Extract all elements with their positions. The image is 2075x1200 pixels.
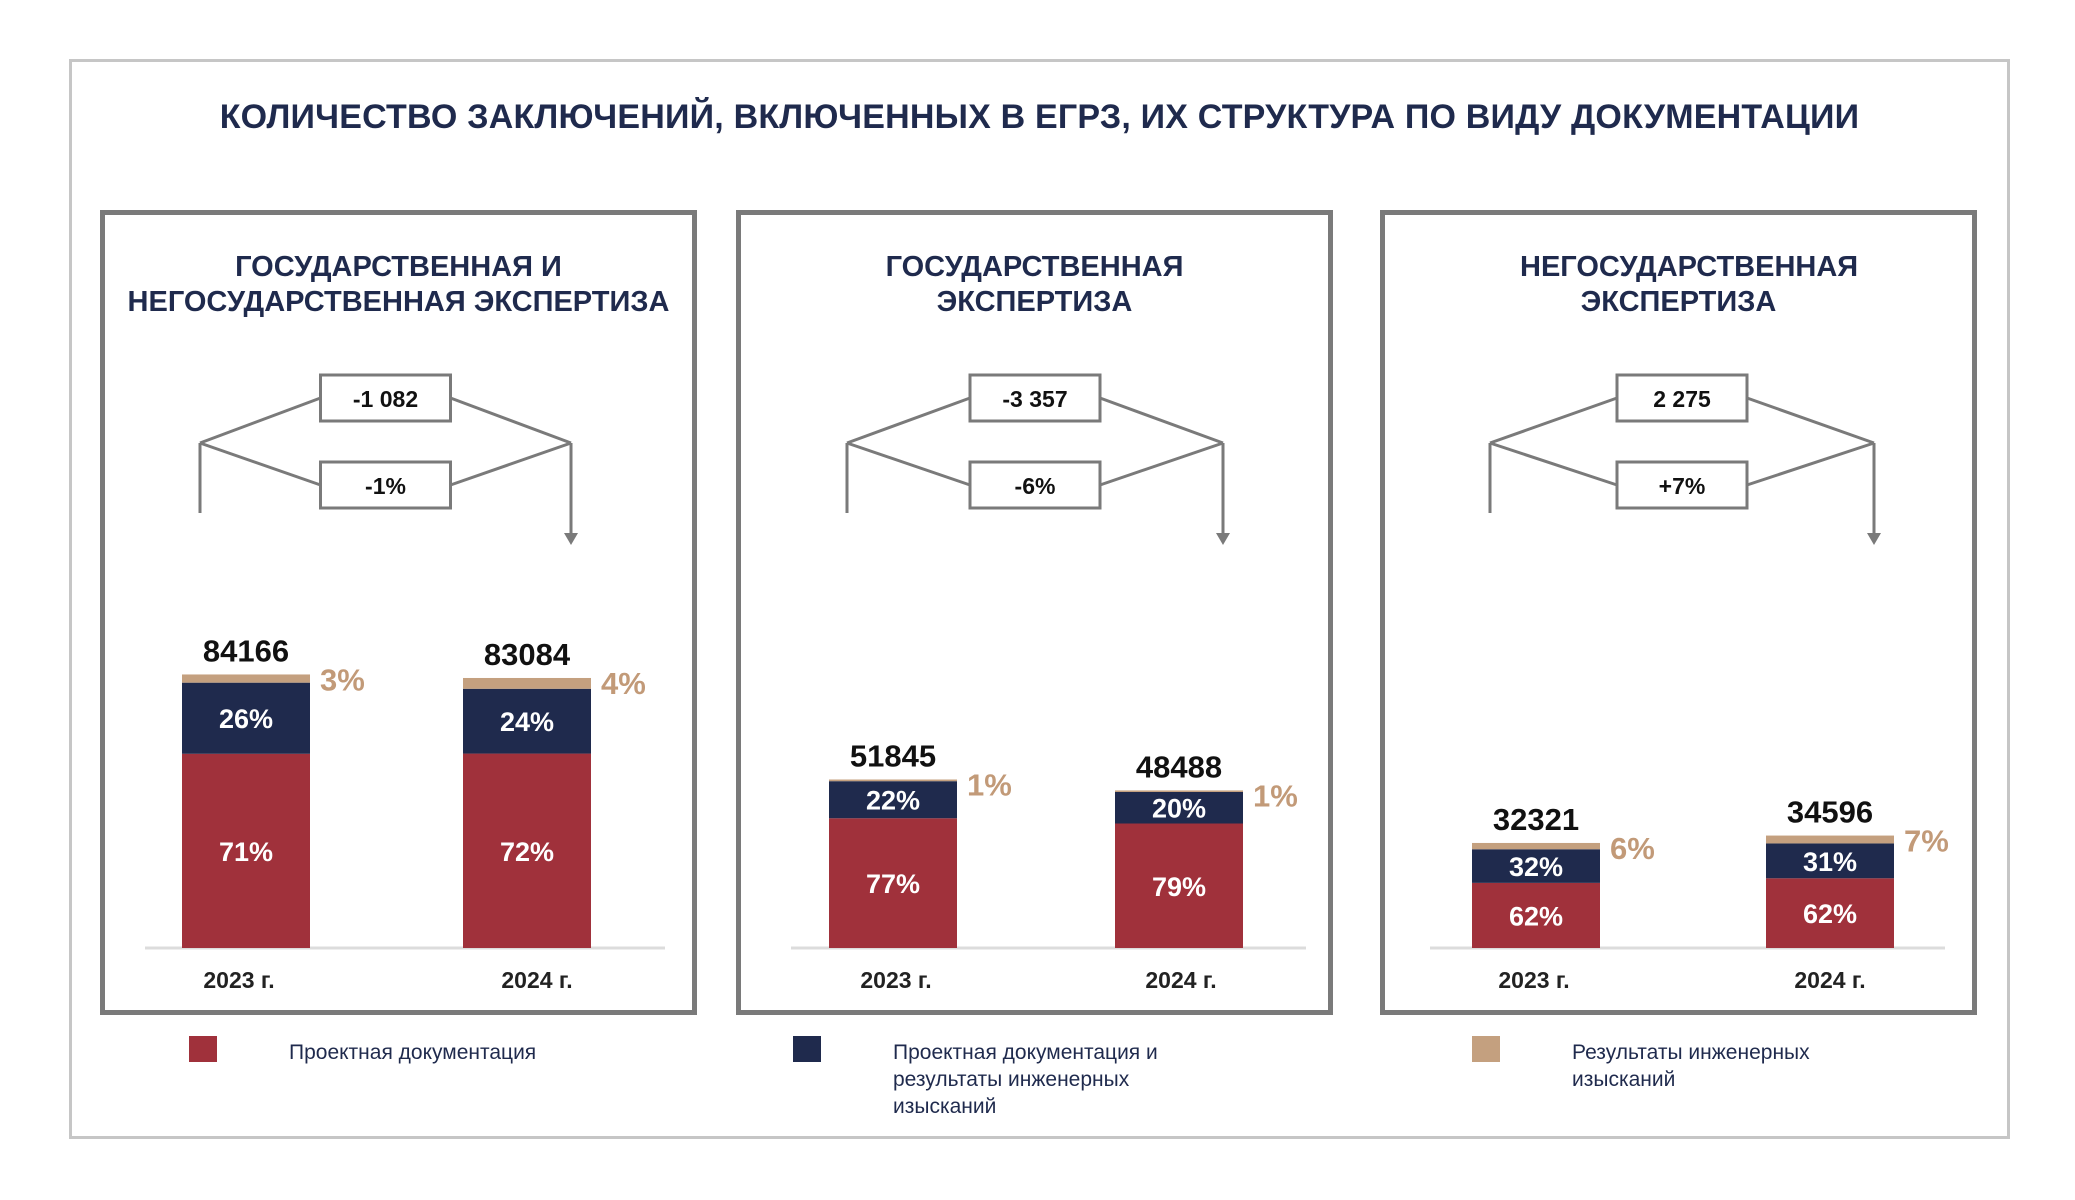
chart-state: 77% 22% 1% 51845 2023 г. 79% 20% 1% 48488 2024 г.… <box>791 373 1306 993</box>
segment-label: 26% <box>219 704 273 734</box>
bar-segment-combined <box>829 781 957 819</box>
bar-segment-project <box>829 818 957 948</box>
bar-segment-combined <box>182 682 310 754</box>
bracket-line <box>450 441 572 487</box>
segment-label: 32% <box>1509 852 1563 882</box>
category-label: 2024 г. <box>1145 967 1216 993</box>
change-pct-box <box>1615 460 1749 510</box>
change-pct-label: -1% <box>365 473 406 499</box>
bar-segment-survey <box>463 677 591 689</box>
change-pct-label: -6% <box>1015 473 1056 499</box>
category-label: 2023 г. <box>860 967 931 993</box>
legend-swatch <box>1472 1036 1500 1062</box>
bracket-line <box>1746 441 1875 487</box>
total-label: 48488 <box>1136 749 1222 784</box>
total-label: 34596 <box>1787 795 1873 830</box>
change-abs-label: 2 275 <box>1653 386 1711 412</box>
panel-state: ГОСУДАРСТВЕННАЯ ЭКСПЕРТИЗА 77% 22% 1% 51845… <box>736 210 1333 1015</box>
bracket-line <box>846 441 971 487</box>
legend-swatch <box>793 1036 821 1062</box>
category-label: 2023 г. <box>1498 967 1569 993</box>
main-title: КОЛИЧЕСТВО ЗАКЛЮЧЕНИЙ, ВКЛЮЧЕННЫХ В ЕГРЗ… <box>219 98 1860 136</box>
segment-label: 72% <box>500 837 554 867</box>
category-label: 2024 г. <box>501 967 572 993</box>
bar-segment-combined <box>1472 849 1600 883</box>
segment-label: 62% <box>1803 899 1857 929</box>
total-label: 83084 <box>484 637 571 672</box>
segment-label: 22% <box>866 786 920 816</box>
survey-share-label: 7% <box>1904 824 1949 859</box>
change-abs-box <box>1615 373 1749 423</box>
panel-title: НЕГОСУДАРСТВЕННАЯ ЭКСПЕРТИЗА <box>1520 251 1859 318</box>
total-label: 84166 <box>203 633 289 668</box>
change-pct-label: +7% <box>1659 473 1706 499</box>
bar-segment-project <box>463 753 591 948</box>
bar-segment-survey <box>1766 835 1894 844</box>
chart-total: 71% 26% 3% 84166 2023 г. 72% 24% 4% 83084 2024 г.… <box>145 373 665 993</box>
total-label: 51845 <box>850 739 936 774</box>
survey-share-label: 6% <box>1610 831 1655 866</box>
bracket-line <box>1746 396 1875 445</box>
bar-segment-survey <box>1472 842 1600 850</box>
bracket-line <box>199 396 322 445</box>
segment-label: 24% <box>500 707 554 737</box>
survey-share-label: 4% <box>601 666 646 701</box>
survey-share-label: 1% <box>1253 778 1298 813</box>
bar-segment-combined <box>463 688 591 754</box>
change-pct-box <box>968 460 1102 510</box>
bracket-line <box>199 441 321 487</box>
survey-share-label: 3% <box>320 662 365 697</box>
bar-segment-survey <box>182 674 310 683</box>
change-abs-box <box>968 373 1102 423</box>
bar-segment-survey <box>829 779 957 782</box>
panel-title: ГОСУДАРСТВЕННАЯ И НЕГОСУДАРСТВЕННАЯ ЭКСП… <box>127 251 670 318</box>
bar-segment-combined <box>1115 791 1243 824</box>
legend-swatch <box>189 1036 217 1062</box>
bracket-line <box>1099 441 1224 487</box>
chart-nonstate: 62% 32% 6% 32321 2023 г. 62% 31% 7% 34596 2024 г.… <box>1430 373 1949 993</box>
legend-label: Проектная документация и результаты инже… <box>893 1041 1158 1118</box>
panel-title: ГОСУДАРСТВЕННАЯ ЭКСПЕРТИЗА <box>885 251 1184 318</box>
bracket-line <box>1489 441 1618 487</box>
bracket-line <box>449 396 572 445</box>
panel-nonstate: НЕГОСУДАРСТВЕННАЯ ЭКСПЕРТИЗА 62% 32% 6% 323… <box>1380 210 1977 1015</box>
arrow-head-icon <box>1216 533 1230 545</box>
bracket-line <box>1099 396 1224 445</box>
change-abs-label: -1 082 <box>353 386 418 412</box>
bracket-line <box>1489 396 1618 445</box>
bar-segment-project <box>1766 878 1894 948</box>
segment-label: 62% <box>1509 901 1563 931</box>
change-abs-box <box>319 373 452 423</box>
legend-label: Проектная документация <box>289 1041 537 1064</box>
legend-label: Результаты инженерных изысканий <box>1572 1041 1810 1091</box>
bar-segment-project <box>1472 882 1600 948</box>
total-label: 32321 <box>1493 802 1579 837</box>
bracket-line <box>846 396 971 445</box>
bar-segment-project <box>1115 823 1243 948</box>
panel-total: ГОСУДАРСТВЕННАЯ И НЕГОСУДАРСТВЕННАЯ ЭКСП… <box>100 210 697 1015</box>
segment-label: 31% <box>1803 847 1857 877</box>
segment-label: 71% <box>219 837 273 867</box>
arrow-head-icon <box>564 533 578 545</box>
outer-frame <box>69 59 2010 1139</box>
segment-label: 79% <box>1152 872 1206 902</box>
bar-segment-project <box>182 753 310 948</box>
bar-segment-survey <box>1115 790 1243 792</box>
segment-label: 20% <box>1152 794 1206 824</box>
bar-segment-combined <box>1766 843 1894 879</box>
arrow-head-icon <box>1867 533 1881 545</box>
change-pct-box <box>319 460 452 510</box>
segment-label: 77% <box>866 869 920 899</box>
category-label: 2024 г. <box>1794 967 1865 993</box>
change-abs-label: -3 357 <box>1002 386 1067 412</box>
category-label: 2023 г. <box>203 967 274 993</box>
survey-share-label: 1% <box>967 768 1012 803</box>
